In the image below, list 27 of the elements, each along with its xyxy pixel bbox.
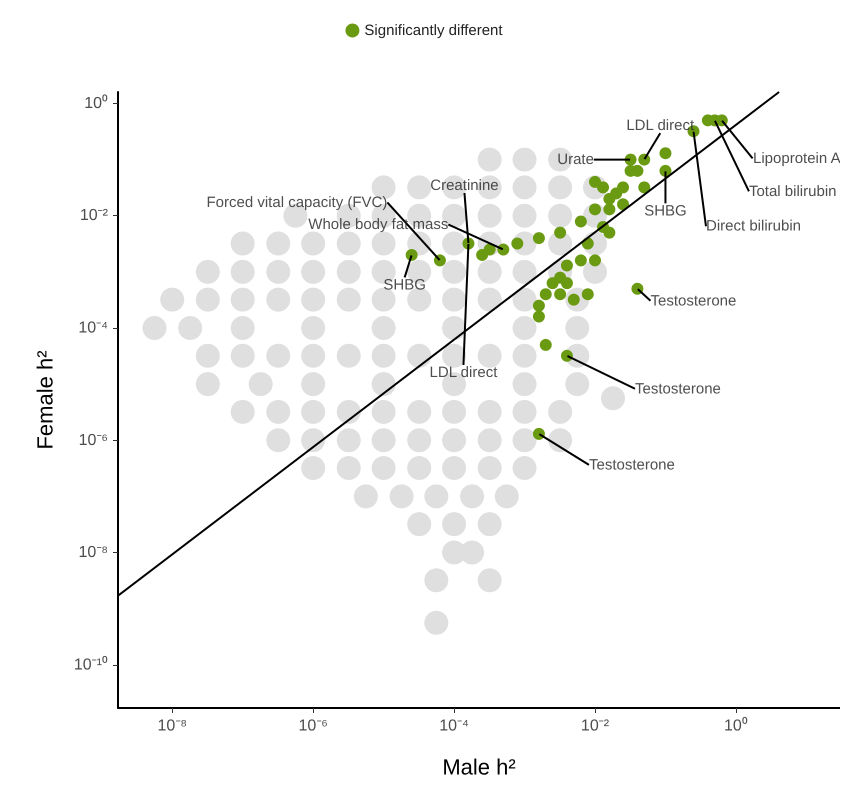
annotation: SHBG [644, 202, 687, 220]
annotation: SHBG [383, 276, 426, 294]
y-tick-label: 10⁻¹⁰ [74, 655, 108, 674]
x-tick-label: 10⁻⁸ [157, 718, 187, 734]
x-axis-title: Male h² [442, 754, 516, 780]
y-tick-label: 10⁰ [84, 94, 108, 112]
annotation: Whole body fat mass [308, 216, 448, 234]
x-tick-label: 10⁻⁶ [298, 718, 328, 734]
annotation: Total bilirubin [748, 182, 836, 200]
annotation: Testosterone [650, 292, 736, 310]
x-tick-label: 10⁻⁴ [439, 718, 470, 734]
y-tick-label: 10⁻⁸ [78, 544, 108, 562]
legend-label: Significantly different [364, 22, 504, 39]
annotation: Testosterone [635, 380, 721, 398]
annotation: LDL direct [626, 117, 695, 134]
annotation: Direct bilirubin [706, 218, 802, 235]
annotation: Forced vital capacity (FVC) [206, 194, 388, 211]
annotation: LDL direct [430, 364, 498, 382]
y-tick-label: 10⁻² [80, 207, 109, 224]
y-tick-label: 10⁻⁴ [78, 319, 108, 336]
y-axis-title: Female h² [32, 350, 58, 450]
x-tick-label: 10⁻² [580, 718, 610, 734]
annotation: Creatinine [430, 177, 499, 194]
annotation: Urate [557, 151, 594, 168]
x-tick-label: 10⁰ [724, 716, 748, 734]
annotation: Testosterone [588, 456, 675, 474]
y-tick-label: 10⁻⁶ [78, 432, 108, 449]
